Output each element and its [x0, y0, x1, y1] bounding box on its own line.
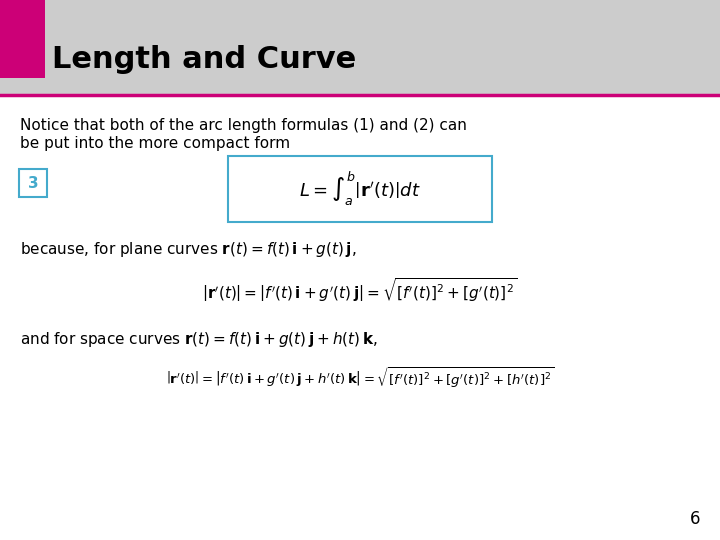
- Bar: [0, 0, 45, 78]
- Text: be put into the more compact form: be put into the more compact form: [20, 136, 290, 151]
- Text: Length and Curve: Length and Curve: [52, 45, 356, 75]
- FancyBboxPatch shape: [19, 169, 47, 197]
- FancyBboxPatch shape: [228, 156, 492, 222]
- Text: 6: 6: [690, 510, 700, 528]
- Text: and for space curves $\mathbf{r}(t) = f(t)\,\mathbf{i} + g(t)\,\mathbf{j} + h(t): and for space curves $\mathbf{r}(t) = f(…: [20, 330, 378, 349]
- Text: $\left|\mathbf{r}'(t)\right| = \left|f'(t)\,\mathbf{i} + g'(t)\,\mathbf{j}\right: $\left|\mathbf{r}'(t)\right| = \left|f'(…: [202, 276, 518, 304]
- Text: $\left|\mathbf{r}'(t)\right| = \left|f'(t)\,\mathbf{i} + g'(t)\,\mathbf{j} + h'(: $\left|\mathbf{r}'(t)\right| = \left|f'(…: [166, 366, 554, 390]
- Text: Notice that both of the arc length formulas (1) and (2) can: Notice that both of the arc length formu…: [20, 118, 467, 133]
- Text: 3: 3: [27, 176, 38, 191]
- Bar: [0, 0, 720, 95]
- Text: $L = \int_a^b \left|\mathbf{r}'(t)\right| dt$: $L = \int_a^b \left|\mathbf{r}'(t)\right…: [300, 170, 420, 208]
- Text: because, for plane curves $\mathbf{r}(t) = f(t)\,\mathbf{i} + g(t)\,\mathbf{j},$: because, for plane curves $\mathbf{r}(t)…: [20, 240, 356, 259]
